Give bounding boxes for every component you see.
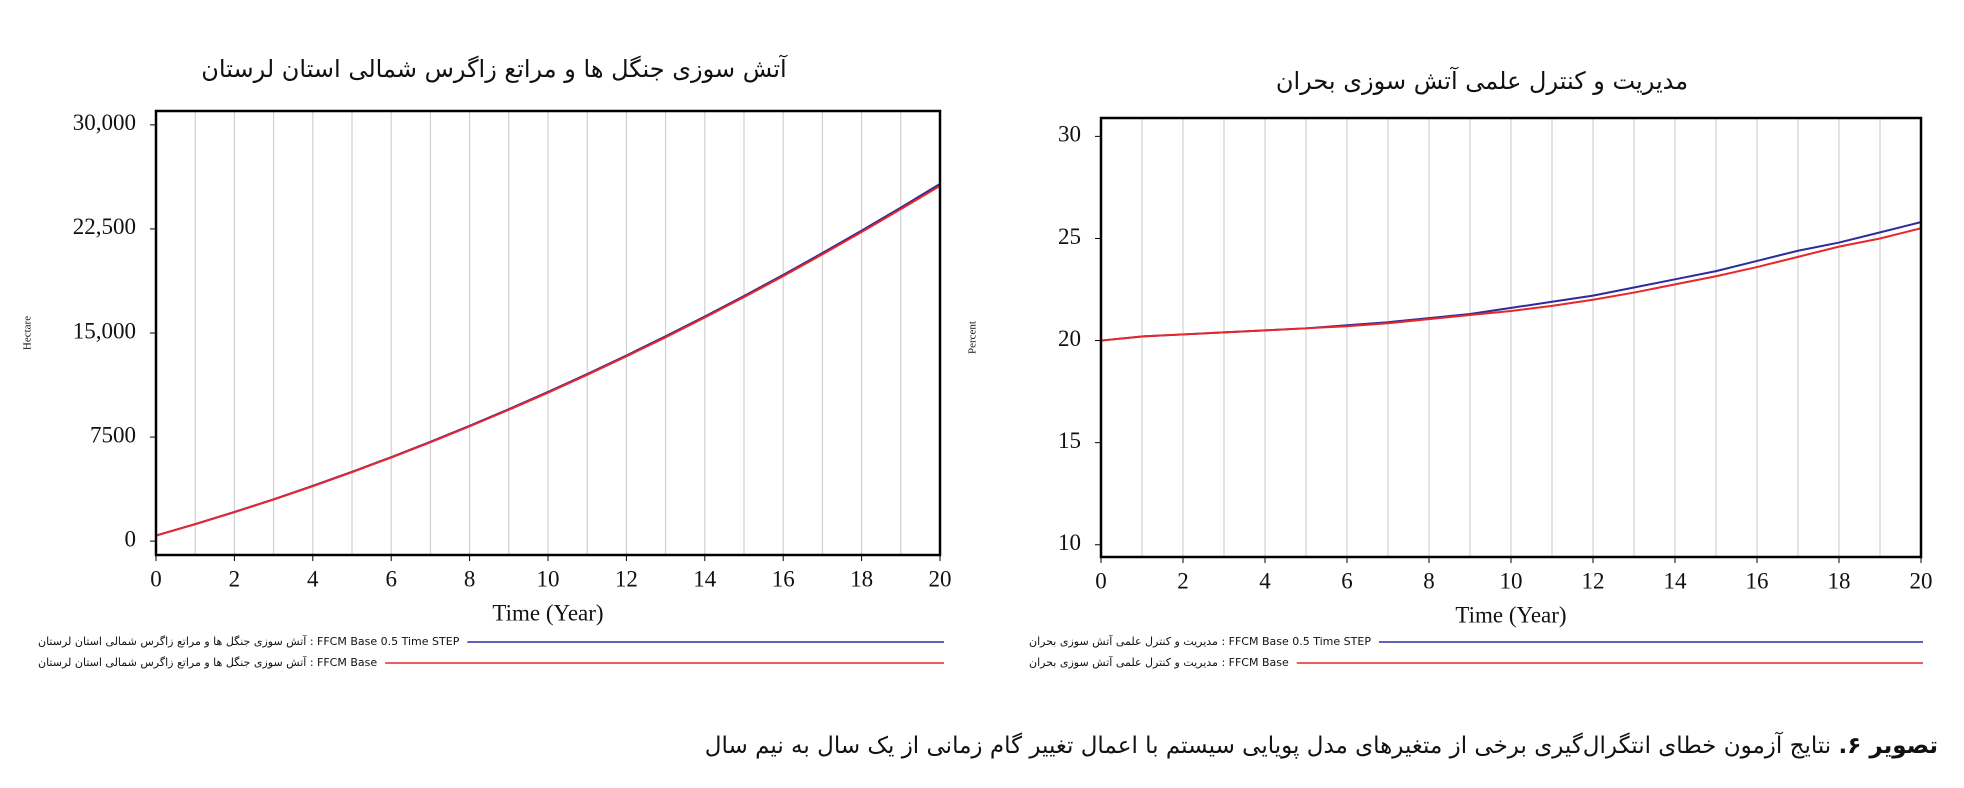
x-tick-label: 18 xyxy=(850,566,873,591)
x-axis-title: Time (Year) xyxy=(492,600,603,625)
x-tick-label: 16 xyxy=(772,566,795,591)
x-tick-label: 20 xyxy=(1910,568,1933,593)
caption-text: نتایج آزمون خطای انتگرال‌گیری برخی از مت… xyxy=(704,733,1832,759)
legend-label: مدیریت و کنترل علمی آتش سوزی بحران : FFC… xyxy=(1029,655,1289,669)
y-tick-label: 15 xyxy=(1058,428,1081,453)
y-tick-label: 15,000 xyxy=(73,318,136,343)
plot-frame xyxy=(1099,116,1923,559)
x-tick-label: 2 xyxy=(1177,568,1189,593)
plot-frame xyxy=(154,109,942,557)
series-line xyxy=(1100,227,1922,342)
x-tick-label: 6 xyxy=(385,566,397,591)
x-tick-label: 8 xyxy=(1423,568,1435,593)
x-tick-label: 12 xyxy=(1582,568,1605,593)
x-tick-label: 12 xyxy=(615,566,638,591)
x-tick-label: 8 xyxy=(464,566,476,591)
caption: تصویر ۶. نتایج آزمون خطای انتگرال‌گیری ب… xyxy=(705,733,1938,759)
x-tick-label: 6 xyxy=(1341,568,1353,593)
y-tick-label: 0 xyxy=(125,526,137,551)
x-tick-label: 18 xyxy=(1828,568,1851,593)
y-tick-label: 30,000 xyxy=(73,110,136,135)
legend-label: آتش سوزی جنگل ها و مراتع زاگرس شمالی است… xyxy=(38,655,377,669)
y-tick-label: 7500 xyxy=(90,422,136,447)
x-tick-label: 4 xyxy=(307,566,319,591)
chart-title: آتش سوزی جنگل ها و مراتع زاگرس شمالی است… xyxy=(201,54,788,83)
y-tick-label: 30 xyxy=(1058,122,1081,147)
chart-title: مدیریت و کنترل علمی آتش سوزی بحران xyxy=(1276,66,1688,95)
x-tick-label: 0 xyxy=(150,566,162,591)
x-axis-title: Time (Year) xyxy=(1455,602,1566,627)
x-tick-label: 14 xyxy=(1664,568,1688,593)
legend-label: آتش سوزی جنگل ها و مراتع زاگرس شمالی است… xyxy=(38,634,460,648)
y-axis-title: Hectare xyxy=(22,316,34,350)
y-tick-label: 10 xyxy=(1058,530,1081,555)
x-tick-label: 2 xyxy=(229,566,241,591)
y-tick-label: 22,500 xyxy=(73,214,136,239)
x-tick-label: 4 xyxy=(1259,568,1271,593)
x-tick-label: 20 xyxy=(929,566,952,591)
y-tick-label: 25 xyxy=(1058,224,1081,249)
y-tick-label: 20 xyxy=(1058,326,1081,351)
caption-label: تصویر ۶. xyxy=(1838,733,1938,759)
x-tick-label: 10 xyxy=(537,566,560,591)
charts: آتش سوزی جنگل ها و مراتع زاگرس شمالی است… xyxy=(22,54,1933,669)
x-tick-label: 0 xyxy=(1095,568,1107,593)
x-tick-label: 10 xyxy=(1500,568,1523,593)
legend-label: مدیریت و کنترل علمی آتش سوزی بحران : FFC… xyxy=(1029,634,1371,648)
x-tick-label: 14 xyxy=(693,566,717,591)
series-line xyxy=(155,185,941,537)
y-axis-title: Percent xyxy=(967,321,979,354)
x-tick-label: 16 xyxy=(1746,568,1769,593)
